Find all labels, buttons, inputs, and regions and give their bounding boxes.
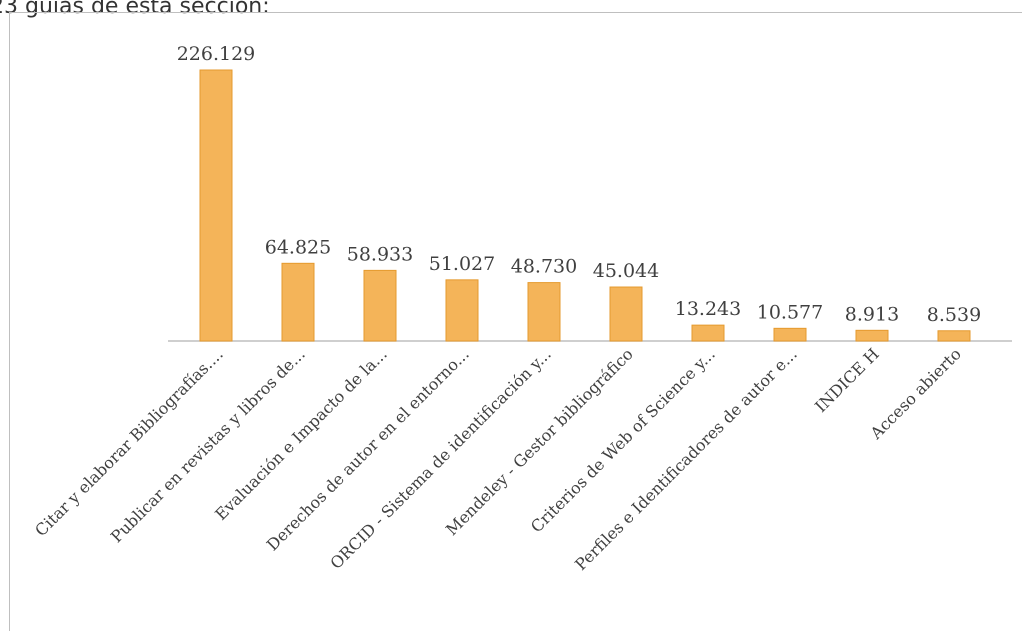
bar xyxy=(609,286,643,342)
section-caption: 23 guías de esta sección: xyxy=(0,0,270,19)
data-label: 45.044 xyxy=(593,260,659,282)
bar xyxy=(281,262,315,342)
data-label: 8.913 xyxy=(845,303,899,325)
data-label: 8.539 xyxy=(927,304,981,326)
chart-frame xyxy=(9,12,1022,631)
bar xyxy=(445,279,479,342)
bar xyxy=(363,269,397,342)
data-label: 226.129 xyxy=(177,43,256,65)
data-label: 10.577 xyxy=(757,301,823,323)
data-label: 51.027 xyxy=(429,253,495,275)
bar xyxy=(527,282,561,342)
bar xyxy=(855,329,889,342)
bar xyxy=(691,324,725,342)
data-label: 48.730 xyxy=(511,256,577,278)
bar xyxy=(199,69,233,342)
category-label: INDICE H xyxy=(811,344,883,416)
category-label: Evaluación e Impacto de la... xyxy=(211,344,391,524)
data-label: 64.825 xyxy=(265,236,331,258)
data-label: 13.243 xyxy=(675,298,741,320)
bar xyxy=(937,330,971,342)
bar xyxy=(773,327,807,342)
data-label: 58.933 xyxy=(347,243,413,265)
